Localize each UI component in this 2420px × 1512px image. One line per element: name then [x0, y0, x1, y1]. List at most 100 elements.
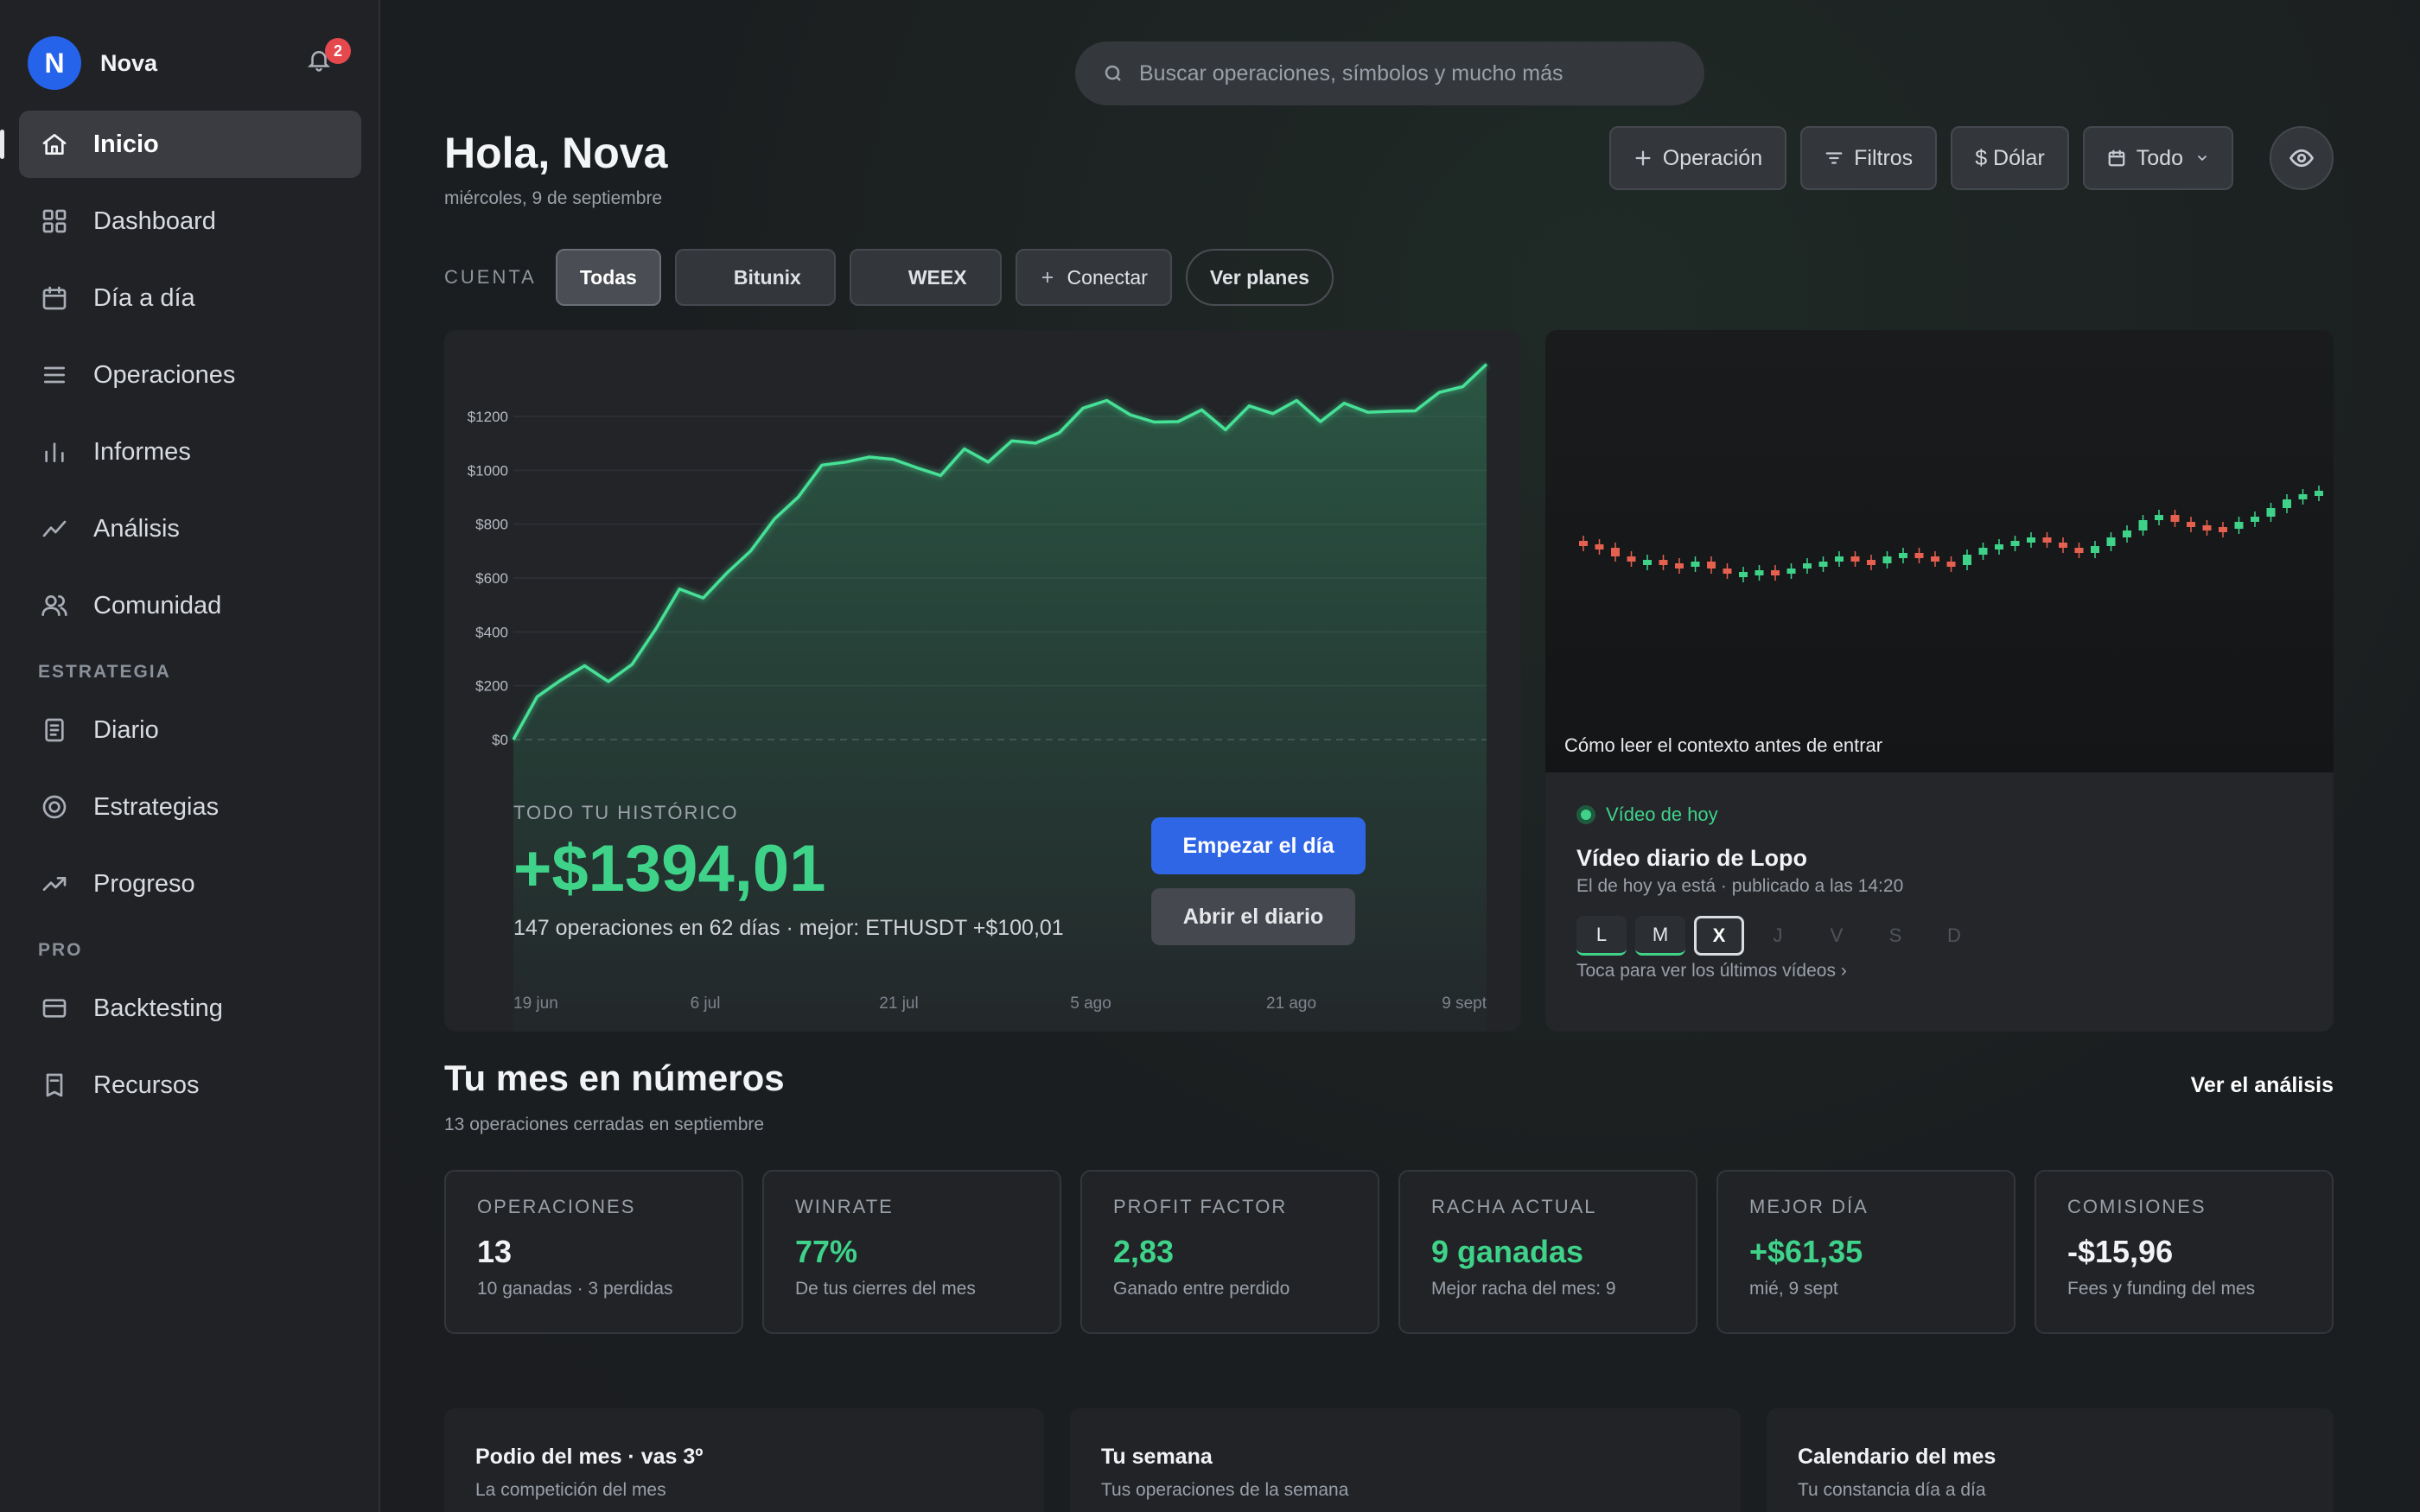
filters-button[interactable]: Filtros: [1800, 126, 1938, 190]
search-input[interactable]: Buscar operaciones, símbolos y mucho más: [1075, 41, 1704, 105]
sidebar-item-backtesting[interactable]: Backtesting: [19, 975, 361, 1042]
week-card[interactable]: Tu semana Tus operaciones de la semana: [1070, 1408, 1741, 1512]
month-section-subtitle: 13 operaciones cerradas en septiembre: [444, 1115, 765, 1134]
candle: [2298, 489, 2308, 505]
candle: [1579, 536, 1588, 551]
candle: [2010, 536, 2020, 551]
weekday-j[interactable]: J: [1773, 924, 1783, 946]
candle: [1739, 567, 1748, 582]
period-select[interactable]: Todo: [2082, 126, 2233, 190]
user-profile[interactable]: N Nova 2: [28, 36, 351, 90]
account-tab-label: Todas: [579, 265, 637, 289]
current-date: miércoles, 9 de septiembre: [444, 188, 663, 208]
sidebar-item-progreso[interactable]: Progreso: [19, 850, 361, 918]
stat-sub: Mejor racha del mes: 9: [1431, 1279, 1616, 1299]
start-day-button[interactable]: Empezar el día: [1151, 817, 1366, 874]
card-subtitle: Tu constancia día a día: [1798, 1480, 1986, 1500]
history-total-value: +$1394,01: [513, 832, 826, 905]
candle: [2059, 537, 2067, 553]
open-journal-button[interactable]: Abrir el diario: [1151, 888, 1355, 945]
candle: [1914, 548, 1924, 563]
candle: [1995, 539, 2003, 555]
plus-icon: [1041, 272, 1053, 283]
candle: [2187, 517, 2195, 532]
candle: [2170, 510, 2180, 527]
sidebar-item-estrategias[interactable]: Estrategias: [19, 773, 361, 841]
daily-video-card[interactable]: Cómo leer el contexto antes de entrar Ví…: [1545, 330, 2334, 1032]
sidebar-item-label: Backtesting: [93, 994, 223, 1022]
stat-card: WINRATE 77% De tus cierres del mes: [762, 1170, 1061, 1334]
stat-value: 9 ganadas: [1431, 1234, 1584, 1269]
avatar[interactable]: N: [28, 36, 81, 90]
candlestick-thumbnail: [1579, 486, 2323, 582]
sidebar-item-comunidad[interactable]: Comunidad: [19, 572, 361, 639]
currency-label: $ Dólar: [1975, 145, 2045, 170]
sidebar-item-analisis[interactable]: Análisis: [19, 495, 361, 562]
account-tab-weex[interactable]: WEEX: [849, 249, 1002, 306]
weekday-x[interactable]: X: [1694, 916, 1744, 956]
sidebar: N Nova 2 Inicio Dashboard Día a día: [0, 0, 380, 1512]
video-thumbnail[interactable]: Cómo leer el contexto antes de entrar: [1545, 330, 2334, 772]
stat-card: MEJOR DÍA +$61,35 mié, 9 sept: [1716, 1170, 2016, 1334]
stat-label: OPERACIONES: [477, 1196, 636, 1217]
y-tick-label: $600: [475, 570, 508, 587]
sidebar-item-label: Informes: [93, 437, 191, 466]
sidebar-item-label: Recursos: [93, 1070, 200, 1099]
weekday-s[interactable]: S: [1888, 924, 1902, 946]
add-operation-button[interactable]: Operación: [1608, 126, 1787, 190]
account-tab-label: WEEX: [908, 265, 967, 289]
connect-account-button[interactable]: Conectar: [1015, 249, 1172, 306]
view-plans-button[interactable]: Ver planes: [1185, 249, 1334, 306]
y-tick-label: $400: [475, 624, 508, 640]
weekday-d[interactable]: D: [1947, 924, 1961, 946]
candle: [2042, 532, 2052, 548]
candle: [1803, 558, 1812, 574]
eye-icon: [2289, 149, 2315, 168]
bell-icon: [307, 51, 331, 72]
candle: [2315, 486, 2323, 501]
candle: [1723, 563, 1732, 579]
candle: [2266, 503, 2276, 522]
filters-label: Filtros: [1854, 145, 1914, 170]
account-tab-bitunix[interactable]: Bitunix: [674, 249, 836, 306]
notifications-button[interactable]: 2: [306, 38, 351, 81]
sidebar-item-diario[interactable]: Diario: [19, 696, 361, 764]
sidebar-item-dashboard[interactable]: Dashboard: [19, 187, 361, 255]
candle: [1754, 565, 1764, 581]
equity-chart-card: $0 $200 $400 $600 $800 $1000 $1200 19 jun 6 jul 2…: [444, 330, 1521, 1032]
candle: [1946, 556, 1956, 572]
weekday-v[interactable]: V: [1830, 924, 1844, 946]
video-today-tag: Vídeo de hoy: [1576, 804, 1718, 826]
podium-card[interactable]: Podio del mes · vas 3º La competición de…: [444, 1408, 1044, 1512]
stat-card: COMISIONES -$15,96 Fees y funding del mes: [2035, 1170, 2334, 1334]
sidebar-item-operaciones[interactable]: Operaciones: [19, 341, 361, 409]
account-tab-todas[interactable]: Todas: [555, 249, 661, 306]
toggle-visibility-button[interactable]: [2270, 126, 2334, 190]
search-icon: [1105, 65, 1121, 81]
search-placeholder: Buscar operaciones, símbolos y mucho más: [1139, 60, 1563, 86]
latest-videos-link[interactable]: Toca para ver los últimos vídeos ›: [1576, 961, 1847, 981]
add-operation-label: Operación: [1662, 145, 1763, 170]
x-tick-label: 21 ago: [1266, 994, 1316, 1013]
sidebar-item-informes[interactable]: Informes: [19, 418, 361, 486]
month-calendar-card[interactable]: Calendario del mes Tu constancia día a d…: [1767, 1408, 2334, 1512]
bottom-cards: Podio del mes · vas 3º La competición de…: [444, 1408, 2334, 1512]
y-tick-label: $800: [475, 517, 508, 533]
x-tick-label: 19 jun: [513, 994, 558, 1013]
sidebar-item-dia-a-dia[interactable]: Día a día: [19, 264, 361, 332]
weekday-l[interactable]: L: [1576, 916, 1627, 956]
sidebar-item-recursos[interactable]: Recursos: [19, 1051, 361, 1119]
candle: [1771, 565, 1780, 581]
view-analysis-link[interactable]: Ver el análisis: [2190, 1073, 2334, 1097]
sidebar-item-inicio[interactable]: Inicio: [0, 111, 361, 178]
weekday-m[interactable]: M: [1635, 916, 1685, 956]
section-label-pro: PRO: [38, 940, 83, 960]
card-subtitle: La competición del mes: [475, 1480, 666, 1500]
book-icon: [40, 1070, 69, 1100]
x-tick-label: 6 jul: [691, 994, 721, 1013]
month-section-title: Tu mes en números: [444, 1058, 785, 1098]
currency-button[interactable]: $ Dólar: [1951, 126, 2069, 190]
home-icon: [40, 130, 69, 159]
